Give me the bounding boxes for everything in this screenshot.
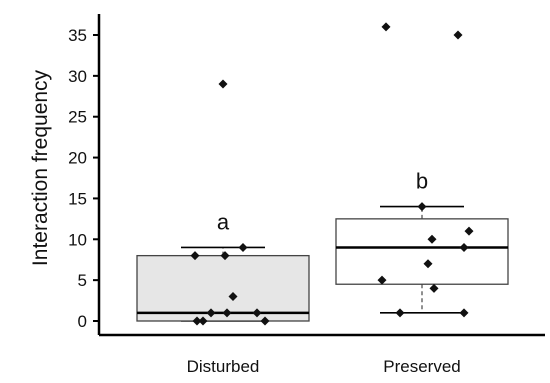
box-iqr [136,254,310,322]
labels: Interaction frequency a Disturbed b Preserve… [29,69,461,376]
data-point [423,259,433,269]
x-category-label: Preserved [383,357,460,376]
significance-letter: a [217,209,230,234]
y-tick-label: 20 [68,149,87,168]
data-point [190,251,200,261]
box-iqr [335,218,509,285]
y-tick-label: 10 [68,230,87,249]
box-group-preserved [335,205,509,314]
data-point [377,275,387,285]
data-point [238,242,248,252]
y-tick-label: 30 [68,67,87,86]
y-tick-label: 15 [68,189,87,208]
outlier-point [381,22,391,32]
data-point [228,291,238,301]
axes: 0 5 10 15 20 25 30 35 [68,14,545,337]
data-point [252,308,262,318]
outlier-point [218,79,228,89]
data-point [459,242,469,252]
data-point [427,234,437,244]
x-category-label: Disturbed [187,357,260,376]
outlier-point [453,30,463,40]
data-point [464,226,474,236]
data-point [222,308,232,318]
data-points [190,22,474,326]
data-point [260,316,270,326]
data-point [198,316,208,326]
data-point [220,251,230,261]
data-point [459,308,469,318]
data-point [429,283,439,293]
data-point [206,308,216,318]
data-point [395,308,405,318]
y-tick-label: 0 [78,312,87,331]
data-point [192,316,202,326]
box-group-disturbed [136,246,310,322]
y-tick-label: 25 [68,108,87,127]
boxes [136,205,509,322]
y-tick-label: 5 [78,271,87,290]
data-point [417,202,427,212]
significance-letter: b [416,169,428,194]
y-axis-title: Interaction frequency [29,69,52,266]
y-tick-label: 35 [68,26,87,45]
